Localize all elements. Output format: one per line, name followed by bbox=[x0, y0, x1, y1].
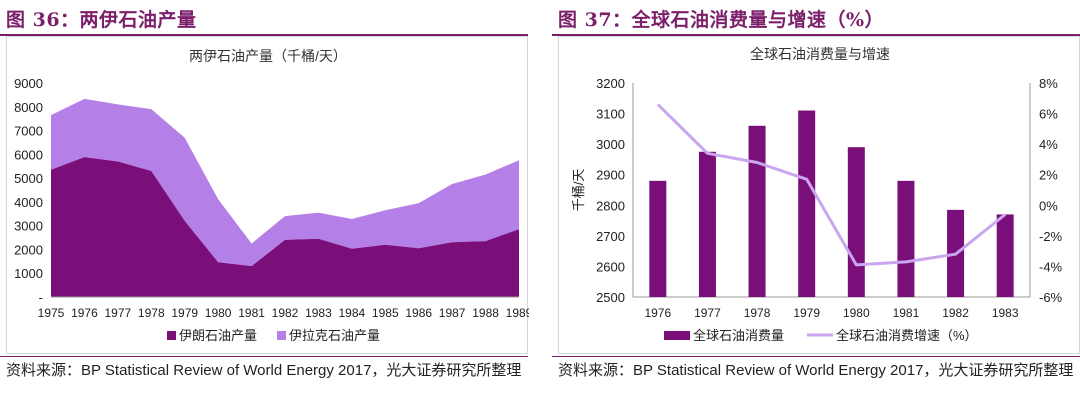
legend-label-consumption: 全球石油消费量 bbox=[693, 328, 784, 343]
y-tick-label: 1000 bbox=[14, 266, 43, 281]
y-tick-label: 2800 bbox=[596, 198, 625, 213]
x-tick-label: 1987 bbox=[439, 306, 466, 320]
y-tick-label: 2000 bbox=[14, 242, 43, 257]
x-tick-label: 1980 bbox=[843, 306, 870, 320]
y-tick-label: 7000 bbox=[14, 124, 43, 139]
x-tick-label: 1977 bbox=[105, 306, 132, 320]
x-tick-label: 1975 bbox=[38, 306, 65, 320]
y-tick-label: 4000 bbox=[14, 195, 43, 210]
y-tick-label: 8000 bbox=[14, 100, 43, 115]
x-tick-label: 1982 bbox=[942, 306, 969, 320]
series-area-iran bbox=[51, 157, 519, 297]
bar-consumption bbox=[748, 125, 766, 297]
y2-tick-label: 4% bbox=[1039, 137, 1058, 152]
iran-iraq-production-chart: 两伊石油产量（千桶/天） - 1000 2000 3000 4000 5000 6000 700… bbox=[14, 48, 529, 343]
y-tick-label: 3200 bbox=[596, 76, 625, 91]
legend-label-iran: 伊朗石油产量 bbox=[179, 328, 257, 343]
x-tick-label: 1981 bbox=[893, 306, 920, 320]
x-tick-label: 1984 bbox=[339, 306, 366, 320]
x-tick-label: 1982 bbox=[272, 306, 299, 320]
source-note: 资料来源：BP Statistical Review of World Ener… bbox=[558, 362, 1074, 379]
legend-swatch-consumption bbox=[664, 331, 690, 340]
bar-consumption bbox=[847, 147, 865, 297]
source-divider bbox=[0, 356, 528, 357]
y-tick-label: 2900 bbox=[596, 168, 625, 183]
y-tick-label: 9000 bbox=[14, 76, 43, 91]
source-divider bbox=[552, 356, 1080, 357]
world-oil-consumption-chart: 全球石油消费量与增速 2500 2600 2700 2800 2900 3000 3100 32… bbox=[571, 46, 1063, 343]
y2-tick-label: 8% bbox=[1039, 76, 1058, 91]
figure-37-panel: 图 37：全球石油消费量与增速（%） 全球石油消费量与增速 2500 2600 270… bbox=[552, 0, 1080, 411]
bar-consumption bbox=[698, 151, 716, 297]
legend-swatch-iraq bbox=[277, 331, 286, 340]
x-tick-label: 1986 bbox=[405, 306, 432, 320]
x-tick-label: 1979 bbox=[793, 306, 820, 320]
x-tick-label: 1981 bbox=[238, 306, 265, 320]
y-tick-label: 3100 bbox=[596, 107, 625, 122]
legend-swatch-iran bbox=[167, 331, 176, 340]
title-divider bbox=[552, 34, 1080, 36]
y-tick-label: 5000 bbox=[14, 171, 43, 186]
y-tick-label: 3000 bbox=[596, 137, 625, 152]
legend-label-growth: 全球石油消费增速（%） bbox=[836, 328, 978, 343]
y2-tick-label: 0% bbox=[1039, 198, 1058, 213]
chart-title: 全球石油消费量与增速 bbox=[750, 46, 890, 62]
y2-tick-label: -6% bbox=[1039, 290, 1063, 305]
y-tick-label: 3000 bbox=[14, 219, 43, 234]
figure-36-title: 图 36：两伊石油产量 bbox=[6, 9, 197, 31]
line-growth bbox=[656, 103, 1007, 267]
legend-label-iraq: 伊拉克石油产量 bbox=[289, 328, 380, 343]
y-tick-label: 2600 bbox=[596, 259, 625, 274]
x-tick-label: 1983 bbox=[305, 306, 332, 320]
y-tick-label: 6000 bbox=[14, 147, 43, 162]
x-tick-label: 1980 bbox=[205, 306, 232, 320]
x-tick-label: 1978 bbox=[744, 306, 771, 320]
y2-tick-label: -2% bbox=[1039, 229, 1063, 244]
chart-frame: 全球石油消费量与增速 2500 2600 2700 2800 2900 3000 3100 32… bbox=[558, 36, 1080, 354]
bar-consumption bbox=[649, 180, 667, 297]
x-tick-label: 1978 bbox=[138, 306, 165, 320]
y-tick-label: 2700 bbox=[596, 229, 625, 244]
y2-tick-label: 6% bbox=[1039, 107, 1058, 122]
bar-consumption bbox=[996, 214, 1014, 297]
y-tick-label: 2500 bbox=[596, 290, 625, 305]
x-tick-label: 1985 bbox=[372, 306, 399, 320]
y2-tick-label: -4% bbox=[1039, 259, 1063, 274]
bar-consumption bbox=[798, 110, 816, 297]
figure-36-panel: 图 36：两伊石油产量 两伊石油产量（千桶/天） - 1000 2000 3000 400… bbox=[0, 0, 529, 411]
title-divider bbox=[0, 34, 528, 36]
chart-frame: 两伊石油产量（千桶/天） - 1000 2000 3000 4000 5000 6000 700… bbox=[6, 36, 529, 354]
figure-37-title: 图 37：全球石油消费量与增速（%） bbox=[558, 9, 885, 31]
chart-title: 两伊石油产量（千桶/天） bbox=[189, 48, 347, 64]
y-tick-label: - bbox=[39, 290, 43, 305]
x-tick-label: 1976 bbox=[644, 306, 671, 320]
series-area-iraq bbox=[51, 98, 519, 267]
y-axis-label: 千桶/天 bbox=[571, 169, 586, 212]
x-tick-label: 1989 bbox=[506, 306, 529, 320]
x-tick-label: 1979 bbox=[171, 306, 198, 320]
y2-tick-label: 2% bbox=[1039, 168, 1058, 183]
bar-consumption bbox=[897, 180, 915, 297]
x-tick-label: 1988 bbox=[472, 306, 499, 320]
x-tick-label: 1977 bbox=[694, 306, 721, 320]
x-tick-label: 1976 bbox=[71, 306, 98, 320]
x-tick-label: 1983 bbox=[992, 306, 1019, 320]
source-note: 资料来源：BP Statistical Review of World Ener… bbox=[6, 362, 522, 379]
